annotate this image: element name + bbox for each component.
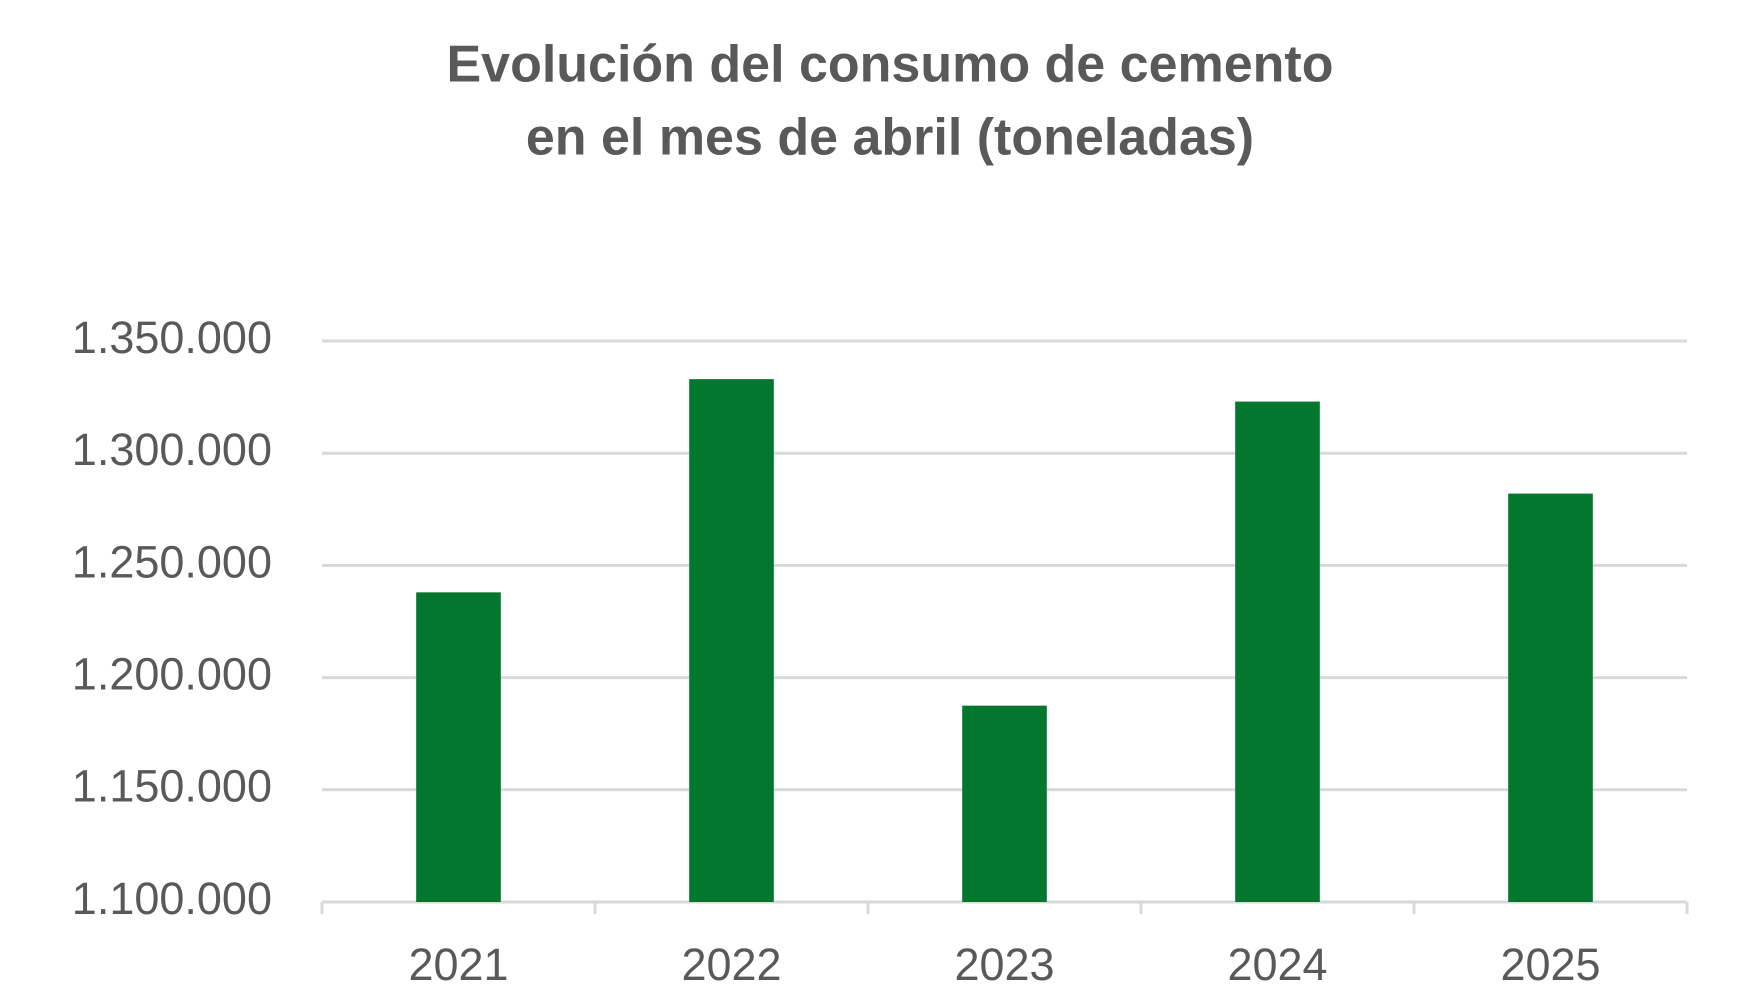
- chart-title: Evolución del consumo de cemento: [446, 36, 1333, 94]
- x-tick-label: 2025: [1500, 939, 1600, 990]
- bar: [962, 705, 1047, 902]
- y-tick-label: 1.150.000: [72, 761, 272, 812]
- y-tick-label: 1.200.000: [72, 648, 272, 699]
- x-tick-label: 2023: [954, 939, 1054, 990]
- x-tick-label: 2024: [1227, 939, 1327, 990]
- y-tick-label: 1.250.000: [72, 536, 272, 587]
- bar: [416, 592, 501, 902]
- x-tick-label: 2021: [408, 939, 508, 990]
- y-tick-label: 1.100.000: [72, 873, 272, 924]
- bar: [1508, 493, 1593, 902]
- x-tick-label: 2022: [681, 939, 781, 990]
- chart-title: en el mes de abril (toneladas): [526, 109, 1254, 167]
- bar: [689, 379, 774, 902]
- y-tick-label: 1.350.000: [72, 312, 272, 363]
- y-tick-label: 1.300.000: [72, 424, 272, 475]
- bar: [1235, 401, 1320, 902]
